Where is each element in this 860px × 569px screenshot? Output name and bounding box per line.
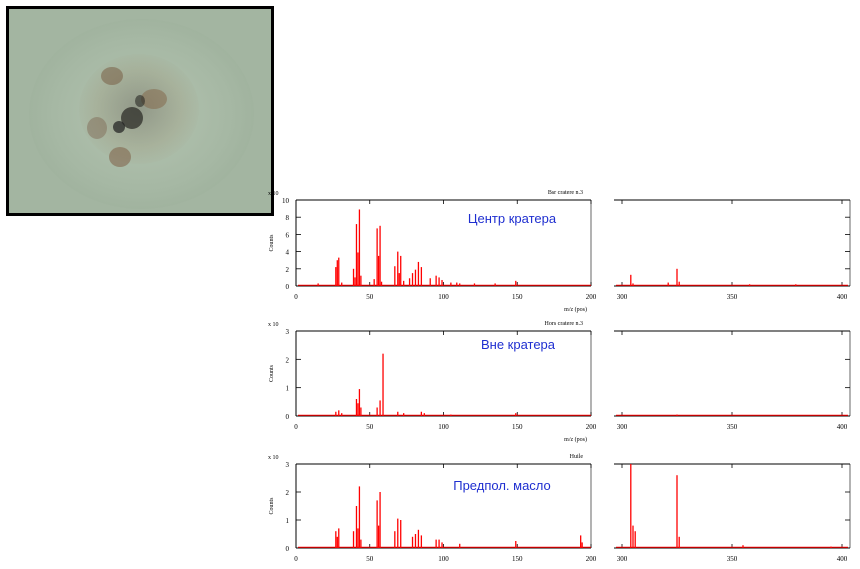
x-axis-label: m/z (pos) (564, 436, 587, 443)
y-tick-label: 10 (282, 197, 290, 205)
spectrum-panel-2: 0 1 2 3 x 10 Counts 0 50 100 150 200 300 350 400 m/z (… (268, 321, 851, 443)
x-tick-label: 100 (438, 555, 449, 563)
y-tick-label: 2 (286, 356, 290, 364)
y-scale-label: x 10 (268, 191, 279, 197)
x-tick-label: 350 (727, 423, 738, 431)
x-tick-label: 200 (586, 555, 597, 563)
x-tick-label: 150 (512, 293, 523, 301)
x-tick-label: 0 (294, 423, 298, 431)
spectrum-panel-1: 0 2 4 6 8 10x 10 Counts 0 50 100 150 200 300 350 400 m/… (268, 190, 851, 313)
x-tick-label: 200 (586, 423, 597, 431)
x-tick-label: 300 (617, 555, 628, 563)
x-tick-label: 300 (617, 293, 628, 301)
panel-annotation: Вне кратера (481, 337, 556, 352)
x-tick-label: 200 (586, 293, 597, 301)
x-tick-label: 350 (727, 293, 738, 301)
crater-photo (6, 6, 274, 216)
y-tick-label: 6 (286, 231, 290, 239)
y-scale-label: x 10 (268, 455, 279, 461)
x-tick-label: 400 (837, 293, 848, 301)
y-axis-label: Counts (269, 364, 275, 382)
y-tick-label: 8 (286, 214, 290, 222)
x-tick-label: 100 (438, 293, 449, 301)
x-tick-label: 150 (512, 555, 523, 563)
y-tick-label: 4 (286, 249, 290, 257)
x-tick-label: 300 (617, 423, 628, 431)
y-tick-label: 1 (286, 385, 290, 393)
y-tick-label: 0 (286, 545, 290, 553)
panel-annotation: Центр кратера (468, 211, 557, 226)
panel-annotation: Предпол. масло (453, 478, 551, 493)
y-scale-label: x 10 (268, 322, 279, 328)
x-tick-label: 100 (438, 423, 449, 431)
x-tick-label: 350 (727, 555, 738, 563)
panel-title: Hors cratere n.3 (545, 321, 583, 327)
y-tick-label: 2 (286, 489, 290, 497)
panel-title: Huile (570, 454, 584, 460)
y-tick-label: 3 (286, 461, 290, 469)
spectrum-panel-3: 0 1 2 3 x 10 Counts 0 50 100 150 200 300 350 400 Huile… (268, 454, 851, 563)
x-tick-label: 50 (366, 555, 374, 563)
y-tick-label: 0 (286, 413, 290, 421)
x-tick-label: 0 (294, 555, 298, 563)
x-tick-label: 400 (837, 423, 848, 431)
x-tick-label: 150 (512, 423, 523, 431)
y-axis-label: Counts (269, 234, 275, 252)
y-axis-label: Counts (269, 497, 275, 515)
x-tick-label: 50 (366, 423, 374, 431)
x-tick-label: 0 (294, 293, 298, 301)
panel-title: Bsr cratere n.3 (548, 190, 583, 196)
x-tick-label: 400 (837, 555, 848, 563)
x-tick-label: 50 (366, 293, 374, 301)
y-tick-label: 3 (286, 328, 290, 336)
y-tick-label: 2 (286, 266, 290, 274)
y-tick-label: 0 (286, 283, 290, 291)
x-axis-label: m/z (pos) (564, 306, 587, 313)
y-tick-label: 1 (286, 517, 290, 525)
